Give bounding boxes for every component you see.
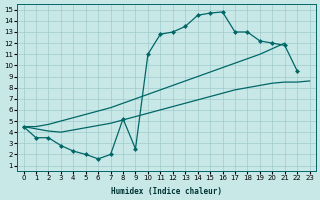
X-axis label: Humidex (Indice chaleur): Humidex (Indice chaleur) xyxy=(111,187,222,196)
